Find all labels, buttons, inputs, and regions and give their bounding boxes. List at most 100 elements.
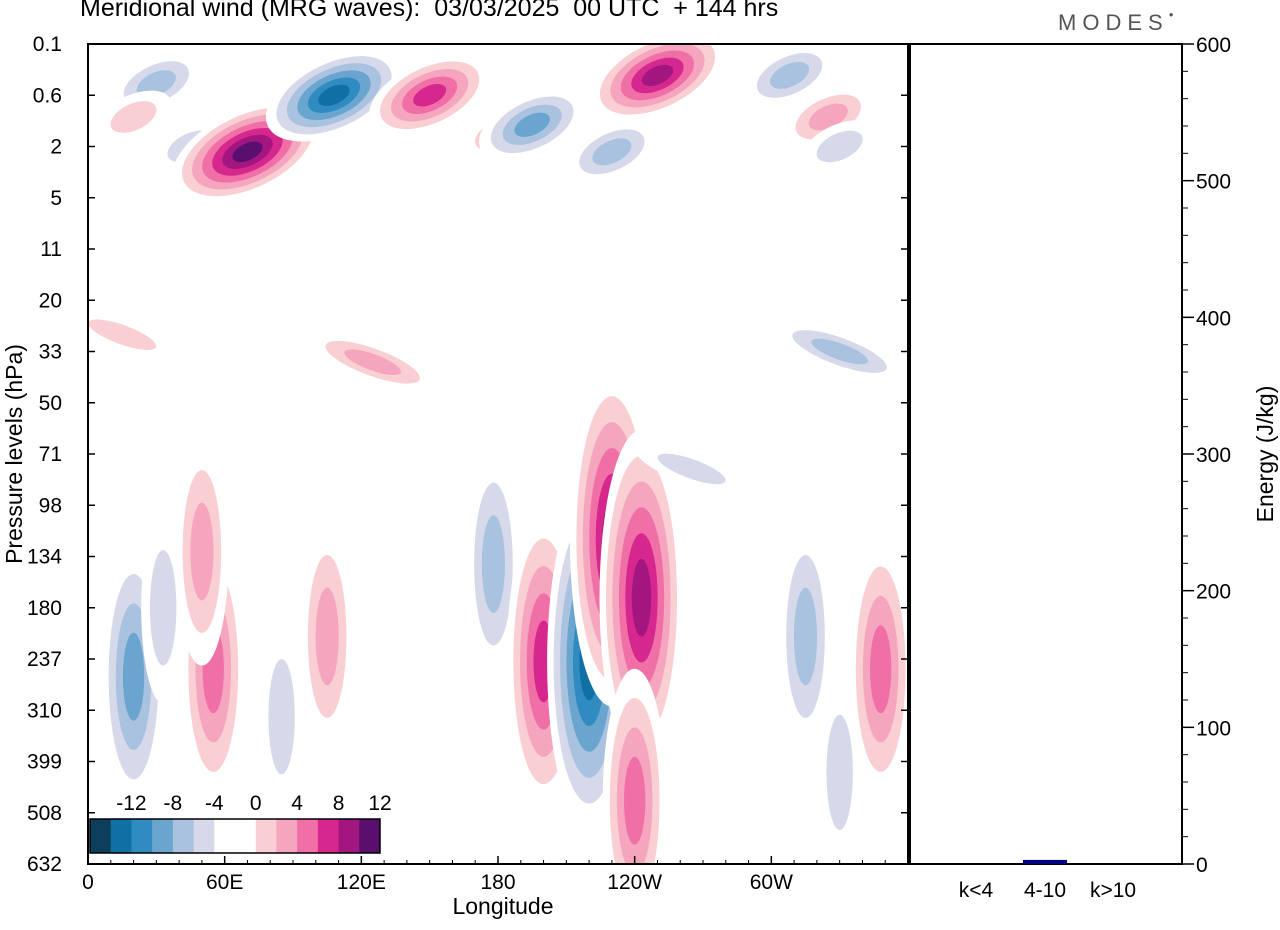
contour-band <box>811 338 868 365</box>
contour-band <box>624 756 646 845</box>
x-tick-label: 60E <box>206 871 243 894</box>
contour-band <box>344 349 402 376</box>
modes-logo: MODES● <box>1058 10 1174 35</box>
energy-category-label: k>10 <box>1090 879 1136 902</box>
y-axis-title: Pressure levels (hPa) <box>1 344 27 564</box>
legend-swatch <box>338 819 360 853</box>
energy-tick-label: 300 <box>1196 444 1231 467</box>
chart-title: Meridional wind (MRG waves): 03/03/2025 … <box>80 0 779 22</box>
energy-tick-label: 200 <box>1196 581 1231 604</box>
legend-swatch <box>235 819 257 853</box>
contour-band <box>318 84 350 106</box>
y-tick-label: 310 <box>27 699 62 722</box>
legend-swatch <box>172 819 195 853</box>
field-blob-4 <box>265 49 403 142</box>
field-blob-15 <box>88 309 179 361</box>
y-tick-label: 11 <box>40 238 62 261</box>
contour-band <box>315 587 339 686</box>
legend-swatch <box>90 819 112 853</box>
contour-band <box>88 319 157 350</box>
legend-label: 4 <box>291 792 303 815</box>
energy-tick-label: 0 <box>1196 854 1208 877</box>
legend-swatch <box>110 819 132 853</box>
legend-label: -8 <box>164 792 183 815</box>
field-blob-19 <box>174 437 229 666</box>
legend-swatch <box>193 819 215 853</box>
y-tick-label: 508 <box>27 802 62 825</box>
legend-swatch <box>297 819 319 853</box>
field-blob-22 <box>466 450 521 679</box>
contour-band <box>149 550 177 666</box>
contour-band <box>481 515 506 613</box>
legend-swatch <box>276 819 298 853</box>
logo-text: MODES <box>1058 10 1169 35</box>
contour-band <box>592 138 632 166</box>
field-blob-27 <box>602 668 667 864</box>
field-blob-26 <box>599 429 684 766</box>
y-tick-label: 2 <box>50 136 62 159</box>
field-blob-17 <box>141 511 186 704</box>
contour-band <box>631 559 652 637</box>
y-tick-label: 5 <box>50 187 62 210</box>
contour-band <box>826 714 853 830</box>
x-axis-title: Longitude <box>452 893 553 919</box>
energy-tick-label: 600 <box>1196 34 1231 57</box>
legend-frame <box>89 818 381 854</box>
legend-swatch <box>255 819 277 853</box>
x-tick-label: 120W <box>607 871 662 894</box>
contour-band <box>816 130 863 163</box>
x-tick-label: 120E <box>337 871 386 894</box>
contour-band <box>641 64 674 87</box>
legend-swatch <box>359 819 381 853</box>
energy-bar <box>1023 859 1067 864</box>
y-tick-label: 134 <box>27 546 62 569</box>
contour-band <box>657 453 726 485</box>
contour-band <box>793 587 818 686</box>
field-blob-20 <box>259 620 304 813</box>
legend-swatch <box>152 819 174 853</box>
y-tick-label: 180 <box>27 597 62 620</box>
legend-label: 12 <box>368 792 391 815</box>
field-blob-14 <box>773 321 906 382</box>
field-blob-5 <box>369 53 491 137</box>
y-tick-label: 20 <box>39 289 62 312</box>
contour-band <box>122 632 145 721</box>
heatmap-field <box>88 44 908 864</box>
energy-category-label: k<4 <box>959 879 994 902</box>
energy-tick-label: 500 <box>1196 171 1231 194</box>
energy-tick-label: 400 <box>1196 307 1231 330</box>
x-tick-label: 0 <box>82 871 94 894</box>
y-tick-label: 50 <box>39 392 62 415</box>
legend-label: 8 <box>333 792 345 815</box>
legend-swatch <box>214 819 236 853</box>
y-tick-label: 0.1 <box>33 33 62 56</box>
field-blob-9 <box>566 120 658 184</box>
energy-tick-label: 100 <box>1196 717 1231 740</box>
contour-band <box>514 112 550 137</box>
legend-swatch <box>131 819 153 853</box>
y-tick-label: 71 <box>39 443 62 466</box>
x-tick-label: 180 <box>480 871 515 894</box>
legend-swatch <box>317 819 340 853</box>
contour-band <box>413 83 447 107</box>
y-tick-label: 0.6 <box>33 84 62 107</box>
field-blob-29 <box>848 537 908 802</box>
contour-band <box>190 502 214 601</box>
field-blob-12 <box>801 120 878 173</box>
contour-band <box>268 659 295 775</box>
x-tick-label: 60W <box>750 871 793 894</box>
y-tick-label: 33 <box>39 341 62 364</box>
energy-axis-title: Energy (J/kg) <box>1252 386 1278 523</box>
contour-band <box>232 141 263 163</box>
legend-label: 0 <box>250 792 262 815</box>
y-tick-label: 237 <box>27 648 62 671</box>
energy-category-label: 4-10 <box>1024 879 1066 902</box>
field-blob-8 <box>589 44 726 122</box>
field-blob-13 <box>306 332 439 393</box>
field-blob-28 <box>778 522 833 751</box>
contour-band <box>870 625 892 714</box>
legend-label: -12 <box>116 792 146 815</box>
field-blob-1 <box>95 90 172 144</box>
field-blob-31 <box>634 443 749 495</box>
